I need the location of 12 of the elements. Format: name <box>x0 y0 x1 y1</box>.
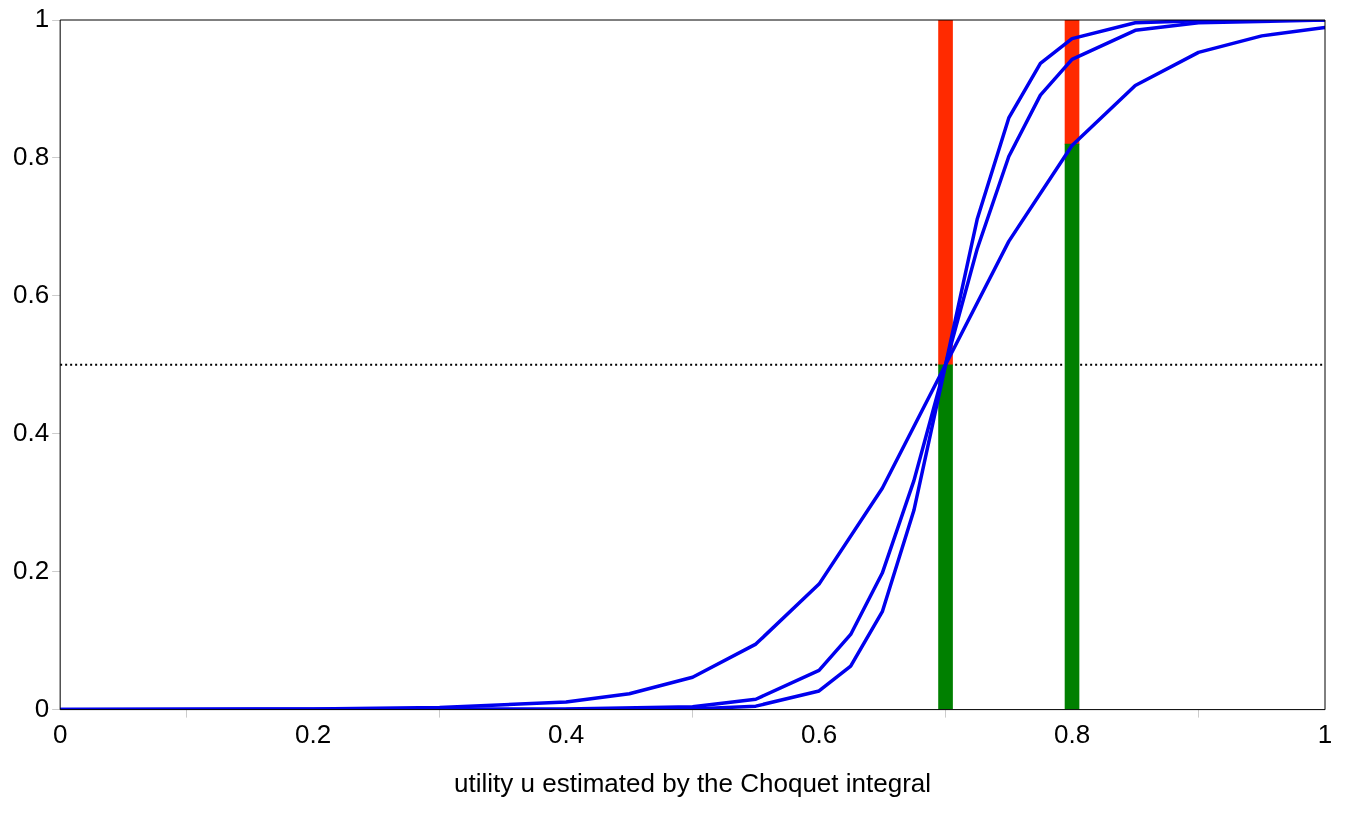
x-tick-label: 1 <box>1317 719 1333 750</box>
x-tick-label: 0.4 <box>548 719 585 750</box>
x-tick-label: 0.2 <box>295 719 332 750</box>
x-tick-label: 0.8 <box>1053 719 1091 750</box>
y-tick-label: 0.8 <box>12 141 50 172</box>
y-tick-label: 0 <box>34 692 50 723</box>
x-axis-title: utility u estimated by the Choquet integral <box>454 767 932 798</box>
y-tick-label: 0.4 <box>12 416 50 447</box>
x-tick-label: 0.6 <box>800 719 838 750</box>
y-tick-label: 0.2 <box>12 554 50 585</box>
y-tick-label: 1 <box>34 3 50 34</box>
y-tick-label: 0.6 <box>12 279 50 310</box>
